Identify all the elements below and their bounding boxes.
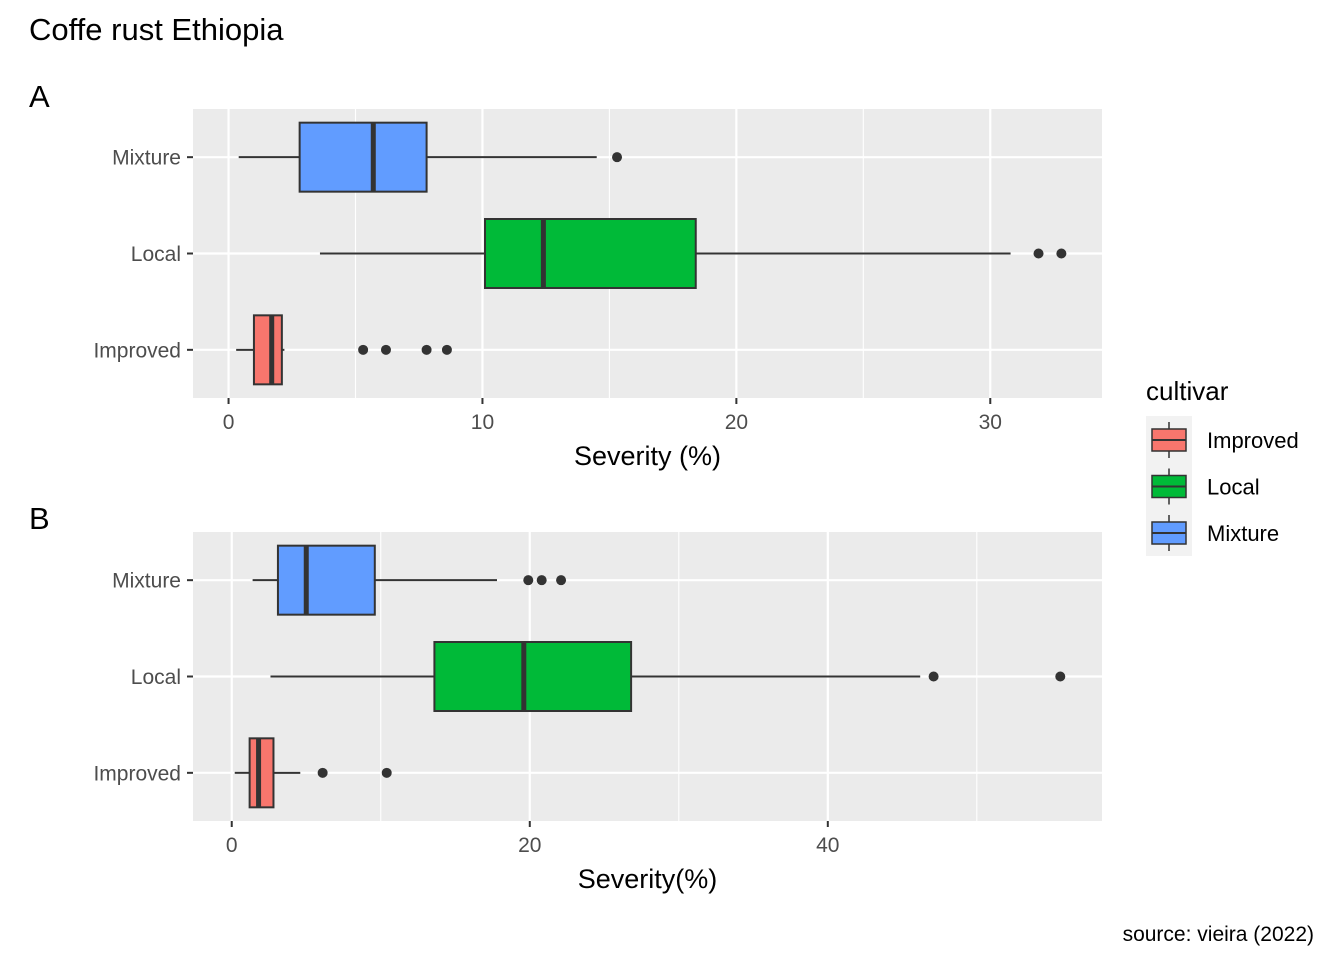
legend: cultivar Improved Local Mixture	[1146, 376, 1299, 556]
x-tick-label: 10	[471, 411, 494, 434]
box	[433, 641, 633, 712]
y-tick-label: Mixture	[112, 147, 181, 170]
legend-item-mixture: Mixture	[1151, 515, 1279, 551]
boxplot-local	[319, 218, 1067, 289]
y-tick-label: Improved	[93, 762, 181, 785]
legend-label: Local	[1207, 475, 1260, 500]
y-tick-label: Mixture	[112, 570, 181, 593]
box	[483, 218, 697, 289]
outlier-point	[380, 344, 391, 355]
y-tick-label: Improved	[93, 339, 181, 362]
legend-item-local: Local	[1151, 468, 1260, 505]
boxplot-local	[270, 641, 1066, 712]
x-axis-label: Severity(%)	[578, 864, 718, 894]
boxplot-mixture	[252, 544, 567, 616]
legend-item-improved: Improved	[1151, 422, 1299, 458]
outlier-point	[381, 767, 392, 778]
panel-tag: A	[29, 79, 50, 114]
x-axis-label: Severity (%)	[574, 441, 721, 471]
outlier-point	[1033, 248, 1044, 259]
x-tick-label: 20	[518, 834, 541, 857]
outlier-point	[421, 344, 432, 355]
box	[248, 737, 275, 809]
outlier-point	[556, 575, 567, 586]
box	[276, 544, 376, 616]
x-tick-label: 40	[816, 834, 839, 857]
chart-caption: source: vieira (2022)	[1123, 923, 1314, 946]
box	[298, 121, 428, 193]
legend-label: Mixture	[1207, 521, 1279, 546]
outlier-point	[612, 152, 623, 163]
outlier-point	[523, 575, 534, 586]
legend-title: cultivar	[1146, 376, 1229, 406]
y-tick-label: Local	[131, 243, 181, 266]
x-tick-label: 0	[226, 834, 238, 857]
outlier-point	[317, 767, 328, 778]
legend-label: Improved	[1207, 428, 1299, 453]
outlier-point	[358, 344, 369, 355]
y-tick-label: Local	[131, 666, 181, 689]
boxplot-mixture	[238, 121, 623, 193]
x-tick-label: 0	[223, 411, 235, 434]
outlier-point	[1056, 248, 1067, 259]
panel-a: A Mixture Local Improved 0 10 20 30 Severity (%)	[29, 79, 1102, 471]
boxplot-improved	[234, 737, 392, 809]
x-tick-label: 20	[725, 411, 748, 434]
outlier-point	[1055, 671, 1066, 682]
outlier-point	[441, 344, 452, 355]
outlier-point	[928, 671, 939, 682]
outlier-point	[536, 575, 547, 586]
box	[252, 314, 283, 386]
chart-title: Coffe rust Ethiopia	[29, 12, 284, 47]
x-tick-label: 30	[979, 411, 1002, 434]
panel-b: B Mixture Local Improved 0 20 40 Severity(%)	[29, 501, 1102, 894]
panel-tag: B	[29, 501, 50, 536]
boxplot-improved	[236, 314, 452, 386]
